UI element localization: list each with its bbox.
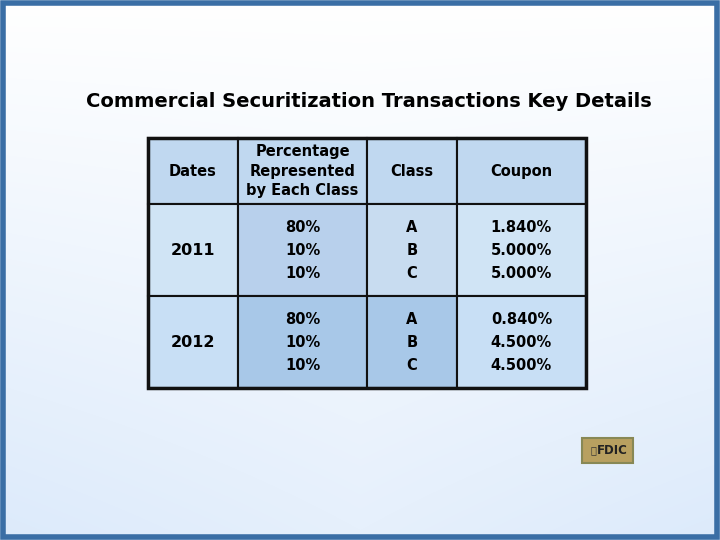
Bar (148, 138, 586, 388)
Text: 2012: 2012 (171, 335, 215, 350)
Text: A: A (406, 312, 418, 327)
Bar (148, 204, 238, 296)
Bar (582, 438, 632, 463)
Text: 80%: 80% (285, 220, 320, 235)
Bar (456, 204, 586, 296)
Text: 10%: 10% (285, 357, 320, 373)
Bar (456, 296, 586, 388)
Text: 4.500%: 4.500% (491, 335, 552, 350)
Bar (367, 138, 456, 204)
Text: B: B (406, 243, 418, 258)
Text: 1.840%: 1.840% (491, 220, 552, 235)
Text: 4.500%: 4.500% (491, 357, 552, 373)
Bar (148, 296, 238, 388)
Bar (238, 138, 367, 204)
Text: 80%: 80% (285, 312, 320, 327)
Text: FDIC: FDIC (597, 444, 628, 457)
Text: C: C (407, 266, 418, 281)
Text: 10%: 10% (285, 266, 320, 281)
Text: 5.000%: 5.000% (491, 266, 552, 281)
Bar (367, 296, 456, 388)
Bar (456, 138, 586, 204)
Bar (148, 138, 238, 204)
Text: Commercial Securitization Transactions Key Details: Commercial Securitization Transactions K… (86, 92, 652, 111)
Bar (238, 204, 367, 296)
Text: Coupon: Coupon (490, 164, 552, 179)
Text: Percentage
Represented
by Each Class: Percentage Represented by Each Class (246, 144, 359, 198)
Text: 10%: 10% (285, 243, 320, 258)
Text: 2011: 2011 (171, 243, 215, 258)
Text: Dates: Dates (169, 164, 217, 179)
Text: 10%: 10% (285, 335, 320, 350)
Bar (238, 296, 367, 388)
Text: ⓒ: ⓒ (590, 446, 596, 456)
Text: 5.000%: 5.000% (491, 243, 552, 258)
Text: B: B (406, 335, 418, 350)
Text: Class: Class (390, 164, 433, 179)
Text: C: C (407, 357, 418, 373)
Bar (367, 204, 456, 296)
Text: 0.840%: 0.840% (491, 312, 552, 327)
Text: A: A (406, 220, 418, 235)
